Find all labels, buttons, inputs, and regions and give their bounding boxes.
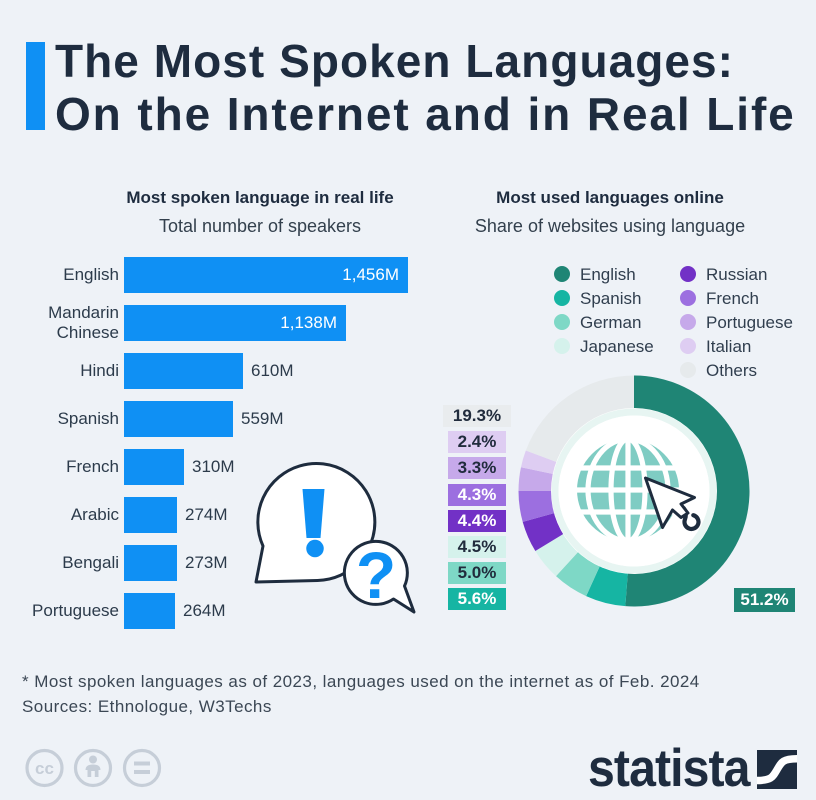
svg-text:?: ? [356, 538, 396, 612]
svg-text:cc: cc [35, 759, 54, 778]
